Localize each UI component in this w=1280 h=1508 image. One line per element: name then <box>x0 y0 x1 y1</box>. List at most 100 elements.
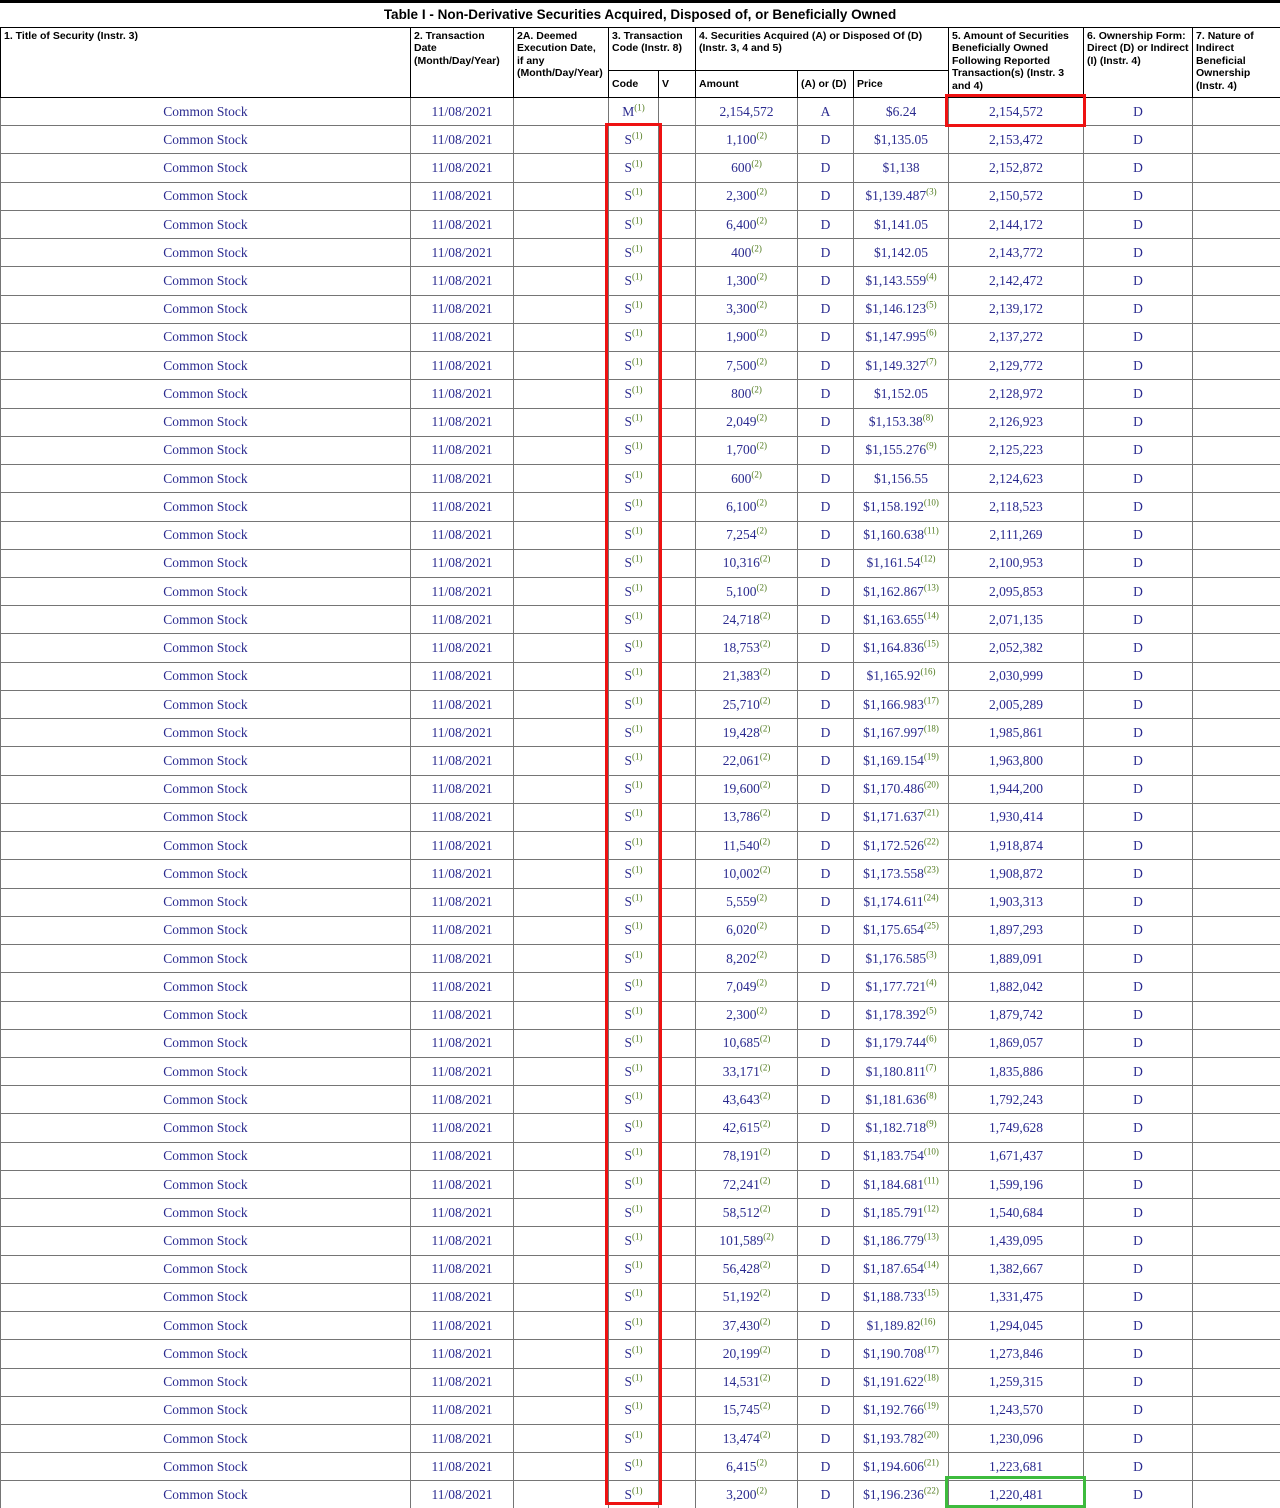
subheader-price: Price <box>853 70 950 98</box>
amount-cell: 7,049(2) <box>695 972 799 1002</box>
transaction-date-text: 11/08/2021 <box>431 527 493 543</box>
price-cell: $1,138 <box>853 153 950 183</box>
nature-indirect-cell <box>1192 1424 1280 1454</box>
ownership-form-text: D <box>1133 922 1143 938</box>
price-text: $1,153.38 <box>868 414 923 430</box>
security-title-cell: Common Stock <box>0 379 411 409</box>
deemed-execution-date-cell <box>513 718 609 748</box>
transaction-code-cell: S(1) <box>608 464 659 494</box>
ownership-form-text: D <box>1133 1035 1143 1051</box>
amount-text: 78,191 <box>722 1148 760 1164</box>
price-footnote-ref: (7) <box>926 356 937 367</box>
nature-indirect-cell <box>1192 209 1280 240</box>
nature-indirect-cell <box>1192 746 1280 776</box>
table-row: Common Stock 11/08/2021 S(1) 22,061(2) D… <box>0 746 1280 776</box>
security-title-cell: Common Stock <box>0 1085 411 1115</box>
transaction-code-text: S <box>624 1261 632 1277</box>
v-cell <box>657 379 697 409</box>
transaction-code-text: S <box>624 329 632 345</box>
transaction-date-text: 11/08/2021 <box>431 301 493 317</box>
security-title-cell: Common Stock <box>0 1198 411 1228</box>
owned-following-text: 2,095,853 <box>989 583 1044 599</box>
security-title-cell: Common Stock <box>0 1254 411 1284</box>
code-footnote-ref: (1) <box>632 1033 643 1044</box>
amount-footnote-ref: (2) <box>756 977 767 988</box>
transaction-code-text: S <box>624 1035 632 1051</box>
code-footnote-ref: (1) <box>632 1062 643 1073</box>
amount-text: 42,615 <box>722 1120 760 1136</box>
transaction-code-cell: S(1) <box>608 1198 659 1228</box>
price-text: $1,158.192 <box>863 498 924 514</box>
price-text: $1,167.997 <box>863 724 924 740</box>
transaction-date-cell: 11/08/2021 <box>410 1339 514 1369</box>
nature-indirect-cell <box>1192 1198 1280 1228</box>
owned-following-cell: 1,749,628 <box>948 1113 1085 1143</box>
transaction-code-text: S <box>624 978 632 994</box>
owned-following-text: 2,143,772 <box>989 244 1044 260</box>
acquired-or-disposed-cell: D <box>797 464 855 494</box>
deemed-execution-date-cell <box>513 266 609 296</box>
price-cell: $1,186.779(13) <box>853 1226 950 1256</box>
deemed-execution-date-cell <box>513 1028 609 1058</box>
price-text: $6.24 <box>885 103 917 119</box>
security-title-text: Common Stock <box>163 329 248 345</box>
price-cell: $1,152.05 <box>853 379 950 409</box>
price-text: $1,179.744 <box>865 1035 927 1051</box>
price-footnote-ref: (17) <box>923 695 939 706</box>
code-footnote-ref: (1) <box>632 610 643 621</box>
transaction-date-cell: 11/08/2021 <box>410 746 514 776</box>
ownership-form-text: D <box>1133 498 1143 514</box>
deemed-execution-date-cell <box>513 548 609 578</box>
price-cell: $1,187.654(14) <box>853 1254 950 1284</box>
table-row: Common Stock 11/08/2021 S(1) 6,020(2) D … <box>0 915 1280 946</box>
transaction-code-cell: S(1) <box>608 153 659 183</box>
transaction-code-cell: S(1) <box>608 125 659 155</box>
ownership-form-cell: D <box>1083 661 1194 691</box>
ownership-form-text: D <box>1133 1120 1143 1136</box>
acquired-or-disposed-cell: D <box>797 1169 855 1200</box>
price-footnote-ref: (20) <box>923 1429 939 1440</box>
price-cell: $1,190.708(17) <box>853 1339 950 1369</box>
table-row: Common Stock 11/08/2021 S(1) 5,100(2) D … <box>0 576 1280 607</box>
price-footnote-ref: (21) <box>923 807 939 818</box>
header-ownership-form: 6. Ownership Form: Direct (D) or Indirec… <box>1083 27 1194 98</box>
transaction-code-cell: S(1) <box>608 209 659 240</box>
deemed-execution-date-cell <box>513 859 609 889</box>
amount-text: 6,400 <box>726 216 757 232</box>
price-text: $1,139.487 <box>865 188 927 204</box>
code-footnote-ref: (1) <box>634 102 645 113</box>
transaction-date-text: 11/08/2021 <box>431 244 493 260</box>
deemed-execution-date-cell <box>513 1339 609 1369</box>
transaction-date-text: 11/08/2021 <box>431 640 493 656</box>
v-cell <box>657 661 697 691</box>
transaction-code-cell: S(1) <box>608 1141 659 1171</box>
v-cell <box>657 1311 697 1341</box>
price-text: $1,155.276 <box>865 442 927 458</box>
ownership-form-cell: D <box>1083 689 1194 720</box>
nature-indirect-cell <box>1192 379 1280 409</box>
transaction-code-text: S <box>624 1091 632 1107</box>
owned-following-cell: 2,152,872 <box>948 153 1085 183</box>
acquired-or-disposed-cell: D <box>797 1339 855 1369</box>
price-text: $1,176.585 <box>865 950 927 966</box>
amount-footnote-ref: (2) <box>756 497 767 508</box>
transaction-code-cell: S(1) <box>608 1311 659 1341</box>
transaction-date-cell: 11/08/2021 <box>410 605 514 635</box>
transaction-date-text: 11/08/2021 <box>431 894 493 910</box>
code-footnote-ref: (1) <box>632 327 643 338</box>
code-footnote-ref: (1) <box>632 243 643 254</box>
security-title-cell: Common Stock <box>0 153 411 183</box>
acquired-or-disposed-text: D <box>820 640 831 656</box>
nature-indirect-cell <box>1192 944 1280 974</box>
transaction-code-cell: S(1) <box>608 1169 659 1200</box>
ownership-form-cell: D <box>1083 153 1194 183</box>
price-text: $1,186.779 <box>863 1232 924 1248</box>
amount-text: 43,643 <box>722 1091 760 1107</box>
owned-following-cell: 1,908,872 <box>948 859 1085 889</box>
ownership-form-text: D <box>1133 1007 1143 1023</box>
price-text: $1,161.54 <box>866 555 921 571</box>
acquired-or-disposed-text: D <box>820 1204 831 1220</box>
deemed-execution-date-cell <box>513 209 609 240</box>
transaction-date-cell: 11/08/2021 <box>410 379 514 409</box>
owned-following-cell: 2,126,923 <box>948 407 1085 437</box>
